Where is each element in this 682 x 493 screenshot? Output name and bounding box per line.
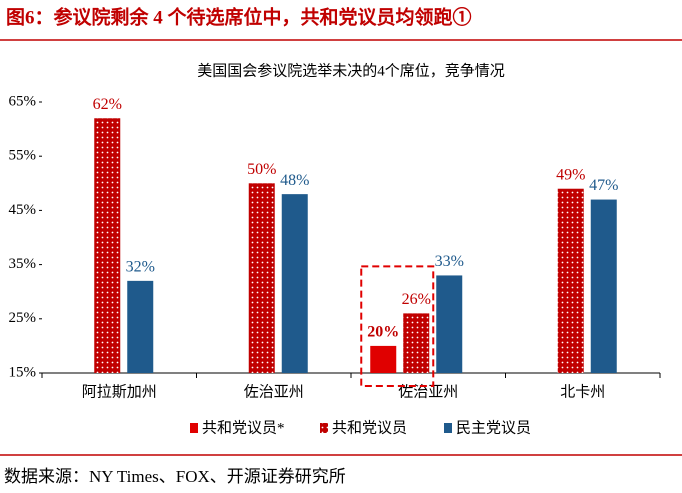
value-label: 49% [556,166,585,183]
legend-label: 民主党议员 [456,419,531,436]
y-tick-label: 65% [9,93,37,109]
bar [557,188,584,373]
value-label: 62% [93,96,122,113]
bar [94,118,121,373]
y-tick-label: 45% [9,202,37,218]
bar [436,275,463,373]
bar [370,345,397,373]
value-label: 48% [280,172,309,189]
legend-swatch [320,423,328,433]
y-tick-label: 25% [9,310,37,326]
header-title: 图6：参议院剩余 4 个待选席位中，共和党议员均领跑① [6,5,472,28]
bar [590,199,617,373]
chart-title: 美国国会参议院选举未决的4个席位，竞争情况 [197,61,505,79]
value-label: 50% [247,161,276,178]
source-note: 数据来源：NY Times、FOX、开源证券研究所 [4,467,346,486]
y-tick-label: 55% [9,148,37,164]
value-label: 47% [589,177,618,194]
x-tick-label: 佐治亚州 [398,383,458,400]
value-label: 26% [402,291,431,308]
x-tick-label: 阿拉斯加州 [82,383,157,400]
x-tick-label: 北卡州 [560,383,605,400]
y-tick-label: 35% [9,256,37,272]
x-tick-label: 佐治亚州 [244,383,304,400]
legend-label: 共和党议员 [332,419,407,436]
value-label: 20% [367,324,399,341]
value-label: 33% [435,253,464,270]
bar [127,280,154,373]
value-label: 32% [126,259,155,276]
bar [403,313,430,373]
bar [248,183,275,373]
y-tick-label: 15% [9,364,37,380]
legend-swatch [190,423,198,433]
highlight-box [360,265,435,388]
legend-label: 共和党议员* [202,419,285,436]
legend-swatch [444,423,452,433]
bar [281,194,308,373]
